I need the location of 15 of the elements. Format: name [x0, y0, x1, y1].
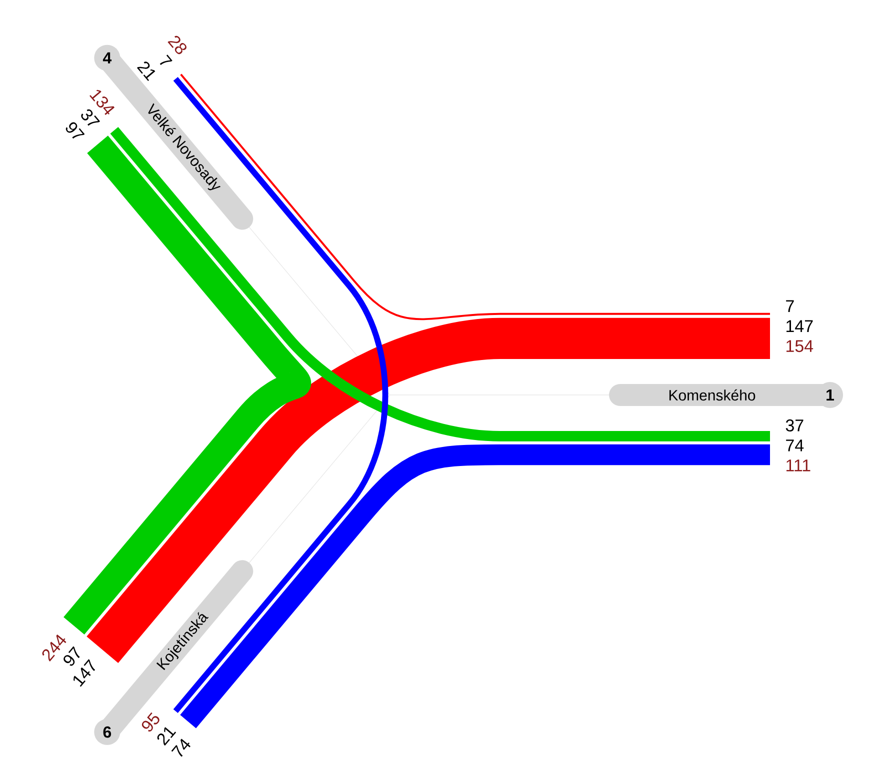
- data-label: 37: [786, 419, 804, 432]
- data-label: 74: [786, 440, 804, 452]
- text: 1: [826, 389, 834, 400]
- data-label: 21: [136, 62, 156, 82]
- text: 95: [142, 712, 160, 732]
- category-label: Komenského: [669, 389, 756, 401]
- text: 244: [42, 634, 66, 662]
- text: 7: [786, 300, 794, 312]
- text: 111: [786, 460, 810, 472]
- text: 4: [102, 52, 112, 64]
- text: 147: [786, 320, 813, 332]
- text: 28: [168, 36, 186, 54]
- data-label: 7: [160, 54, 172, 66]
- text: 6: [103, 726, 112, 738]
- text: 154: [786, 340, 814, 352]
